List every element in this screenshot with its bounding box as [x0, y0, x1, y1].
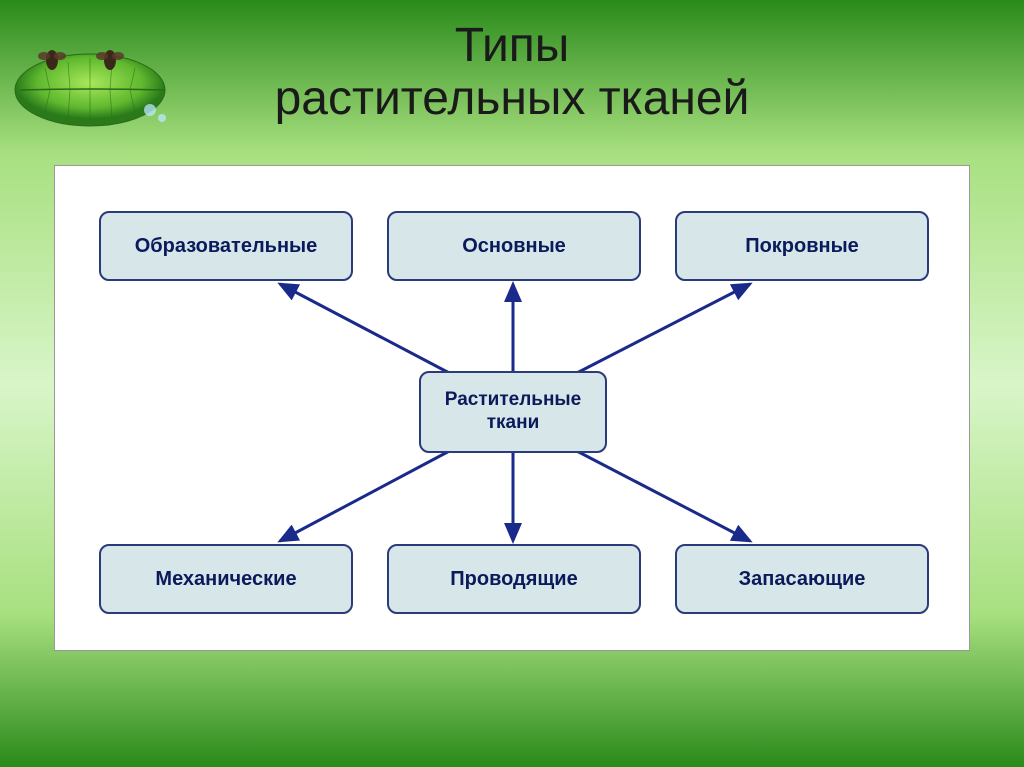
node-n5: Проводящие — [387, 544, 641, 614]
node-n4: Механические — [99, 544, 353, 614]
node-n3: Покровные — [675, 211, 929, 281]
node-label: Основные — [462, 234, 566, 258]
diagram-panel: Растительные ткани Образовательные Основн… — [54, 165, 970, 651]
node-n6: Запасающие — [675, 544, 929, 614]
node-center: Растительные ткани — [419, 371, 607, 453]
node-n2: Основные — [387, 211, 641, 281]
node-label: Проводящие — [450, 567, 577, 591]
title-line-1: Типы — [455, 19, 570, 72]
leaf-decoration — [10, 40, 170, 130]
node-label: Образовательные — [135, 234, 318, 258]
node-center-label: Растительные ткани — [427, 389, 599, 435]
node-label: Покровные — [745, 234, 859, 258]
node-label: Запасающие — [739, 567, 866, 591]
node-label: Механические — [155, 567, 296, 591]
node-n1: Образовательные — [99, 211, 353, 281]
title-line-2: растительных тканей — [275, 72, 750, 125]
